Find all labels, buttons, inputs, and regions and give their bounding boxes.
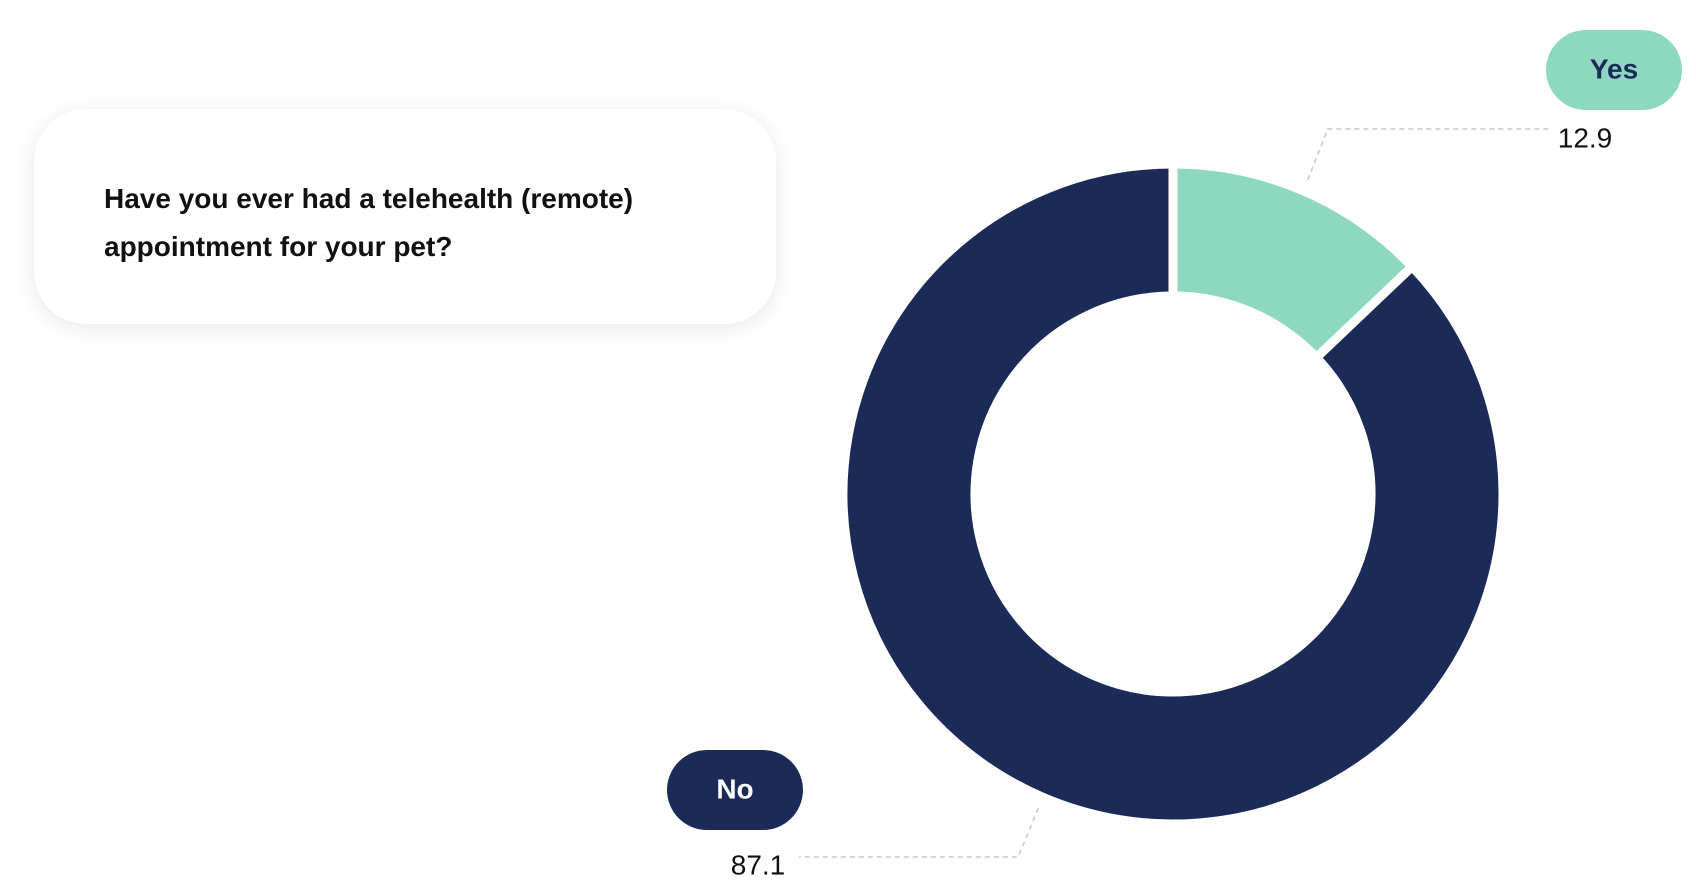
chart-title: Have you ever had a telehealth (remote) … (104, 183, 634, 262)
value-label: 87.1 (731, 849, 786, 880)
legend-label: No (716, 773, 753, 804)
donut-slice (838, 159, 1508, 829)
leader-line (1307, 128, 1549, 180)
legend-pill (667, 750, 803, 830)
leader-line (799, 808, 1039, 858)
question-card: Have you ever had a telehealth (remote) … (34, 109, 776, 324)
legend-label: Yes (1590, 53, 1638, 84)
value-label: 12.9 (1558, 122, 1613, 153)
legend-pill (1546, 30, 1682, 110)
